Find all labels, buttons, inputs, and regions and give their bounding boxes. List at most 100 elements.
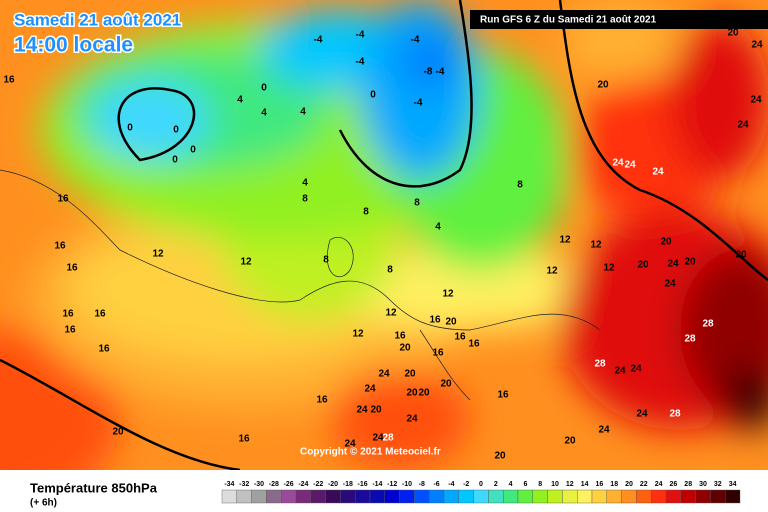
contour-label: 24 bbox=[364, 384, 376, 395]
contour-label: 20 bbox=[406, 388, 418, 399]
contour-label: 12 bbox=[152, 249, 164, 260]
contour-label: 16 bbox=[66, 263, 78, 274]
contour-label: 12 bbox=[240, 257, 252, 268]
contour-label: 8 bbox=[363, 207, 369, 218]
contour-label: 16 bbox=[3, 75, 15, 86]
run-info: Run GFS 6 Z du Samedi 21 août 2021 bbox=[480, 15, 657, 26]
contour-label: 16 bbox=[394, 331, 406, 342]
legend-label: 28 bbox=[684, 481, 692, 488]
contour-label: 0 bbox=[190, 145, 196, 156]
legend-label: 18 bbox=[610, 481, 618, 488]
isotherm-lines bbox=[0, 0, 768, 470]
contour-label: 0 bbox=[261, 83, 267, 94]
contour-label: 12 bbox=[442, 289, 454, 300]
legend-label: 6 bbox=[523, 481, 527, 488]
legend-swatch bbox=[710, 489, 726, 504]
legend-swatch bbox=[606, 489, 622, 504]
contour-label: 16 bbox=[468, 339, 480, 350]
contour-label: 20 bbox=[684, 257, 696, 268]
legend-label: -20 bbox=[328, 481, 338, 488]
contour-label: 20 bbox=[494, 451, 506, 462]
contour-label: 24 bbox=[614, 366, 626, 377]
contour-label: 20 bbox=[370, 405, 382, 416]
contour-label: 24 bbox=[598, 425, 610, 436]
legend-label: -6 bbox=[433, 481, 439, 488]
contour-label: 28 bbox=[382, 433, 394, 444]
contour-label: -4 bbox=[436, 67, 445, 78]
legend-swatch bbox=[636, 489, 652, 504]
legend-label: -18 bbox=[343, 481, 353, 488]
legend-label: 20 bbox=[625, 481, 633, 488]
legend-swatch bbox=[384, 489, 400, 504]
legend-label: 32 bbox=[714, 481, 722, 488]
contour-label: 0 bbox=[173, 125, 179, 136]
legend-label: 4 bbox=[509, 481, 513, 488]
contour-label: -4 bbox=[411, 35, 420, 46]
legend-label: 22 bbox=[640, 481, 648, 488]
run-box bbox=[470, 10, 768, 29]
legend-label: 24 bbox=[655, 481, 663, 488]
contour-label: 4 bbox=[435, 222, 441, 233]
contour-label: 20 bbox=[399, 343, 411, 354]
legend-swatch bbox=[695, 489, 711, 504]
contour-label: 16 bbox=[454, 332, 466, 343]
contour-label: 24 bbox=[664, 279, 676, 290]
contour-label: 20 bbox=[404, 369, 416, 380]
legend-swatch bbox=[266, 489, 282, 504]
contour-label: 24 bbox=[667, 259, 679, 270]
contour-label: -4 bbox=[356, 57, 365, 68]
contour-label: -4 bbox=[314, 35, 323, 46]
contour-label: 16 bbox=[429, 315, 441, 326]
coastlines bbox=[0, 169, 601, 401]
legend-label: -26 bbox=[284, 481, 294, 488]
legend-swatch bbox=[488, 489, 504, 504]
contour-label: 28 bbox=[702, 319, 714, 330]
contour-label: 24 bbox=[372, 433, 384, 444]
legend-swatch bbox=[680, 489, 696, 504]
contour-label: -8 bbox=[424, 67, 433, 78]
legend-label: -2 bbox=[463, 481, 469, 488]
contour-label: 24 bbox=[737, 120, 749, 131]
contour-label: 20 bbox=[660, 237, 672, 248]
legend-label: 0 bbox=[479, 481, 483, 488]
contour-label: 24 bbox=[750, 95, 762, 106]
copyright: Copyright © 2021 Meteociel.fr bbox=[300, 447, 441, 458]
legend-label: -32 bbox=[239, 481, 249, 488]
contour-label: 20 bbox=[440, 379, 452, 390]
contour-label: 20 bbox=[112, 427, 124, 438]
contour-label: 12 bbox=[590, 240, 602, 251]
contour-label: 16 bbox=[94, 309, 106, 320]
legend-swatch bbox=[221, 489, 238, 504]
contour-label: 4 bbox=[237, 95, 243, 106]
contour-label: 16 bbox=[62, 309, 74, 320]
contour-label: 12 bbox=[352, 329, 364, 340]
map-title: Samedi 21 août 2021 bbox=[14, 10, 181, 29]
legend-label: 8 bbox=[538, 481, 542, 488]
legend-label: -30 bbox=[254, 481, 264, 488]
legend-swatch bbox=[725, 489, 741, 504]
contour-label: 28 bbox=[594, 359, 606, 370]
legend-label: 26 bbox=[670, 481, 678, 488]
legend-swatch bbox=[295, 489, 312, 504]
legend-label: 30 bbox=[699, 481, 707, 488]
contour-label: 16 bbox=[238, 434, 250, 445]
legend-swatch bbox=[443, 489, 460, 504]
legend-swatch bbox=[325, 489, 341, 504]
legend-swatch bbox=[369, 489, 386, 504]
contour-label: 16 bbox=[432, 348, 444, 359]
legend-label: -12 bbox=[387, 481, 397, 488]
legend-label: 16 bbox=[596, 481, 604, 488]
legend-swatch bbox=[517, 489, 534, 504]
contour-label: 8 bbox=[302, 194, 308, 205]
contour-label: 4 bbox=[300, 107, 306, 118]
legend-swatch bbox=[577, 489, 593, 504]
contour-label: 20 bbox=[727, 28, 739, 39]
contour-label: 12 bbox=[603, 263, 615, 274]
contour-label: 16 bbox=[54, 241, 66, 252]
contour-label: 16 bbox=[64, 325, 76, 336]
contour-label: 12 bbox=[546, 266, 558, 277]
legend-swatch bbox=[310, 489, 326, 504]
contour-label: 8 bbox=[517, 180, 523, 191]
